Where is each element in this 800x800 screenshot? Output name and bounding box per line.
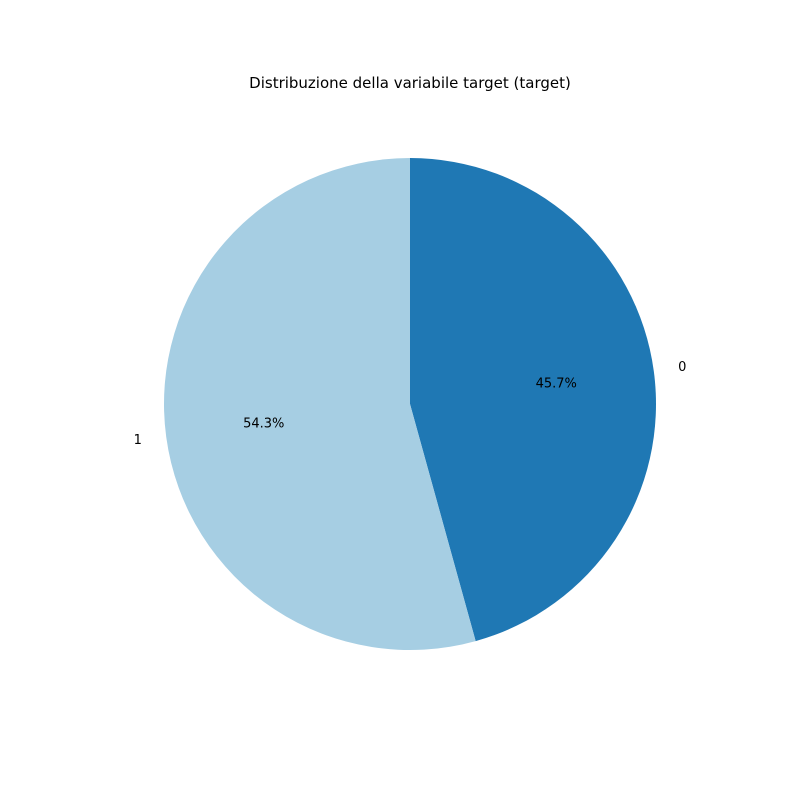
pie-labels: 45.7% 0 54.3% 1 (134, 360, 687, 448)
pie-slice-0-category-label: 0 (678, 360, 686, 375)
pie-slice-0-percent-label: 45.7% (536, 377, 577, 392)
chart-title: Distribuzione della variabile target (ta… (249, 74, 571, 92)
pie-slices (164, 158, 656, 650)
pie-slice-1-category-label: 1 (134, 433, 142, 448)
pie-slice-0 (410, 158, 656, 642)
pie-slice-1 (164, 158, 476, 650)
pie-slice-1-percent-label: 54.3% (243, 416, 284, 431)
